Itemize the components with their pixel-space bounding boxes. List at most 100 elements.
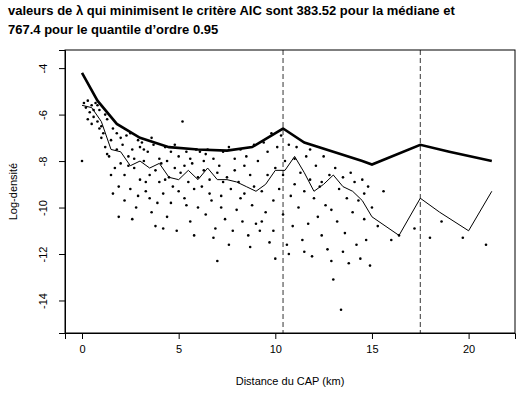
point: [307, 222, 310, 225]
point: [173, 167, 176, 170]
point: [87, 99, 90, 102]
y-axis-title: Log-densité: [7, 163, 19, 221]
point: [218, 164, 221, 167]
point: [231, 229, 234, 232]
point: [251, 204, 254, 207]
point: [154, 169, 157, 172]
point: [274, 167, 277, 170]
point: [183, 197, 186, 200]
point: [106, 118, 109, 121]
point: [166, 160, 169, 163]
point: [143, 148, 146, 151]
y-tick-mark: [59, 115, 65, 116]
point: [357, 199, 360, 202]
point: [326, 248, 329, 251]
point: [189, 220, 192, 223]
point: [233, 157, 236, 160]
point: [320, 181, 323, 184]
point: [202, 160, 205, 163]
point: [288, 143, 291, 146]
point: [83, 102, 86, 105]
point: [485, 243, 488, 246]
point: [179, 171, 182, 174]
point: [185, 204, 188, 207]
point: [266, 174, 269, 177]
quantile-line: [82, 105, 492, 235]
point: [166, 216, 169, 219]
point: [125, 134, 128, 137]
x-tick-label: 20: [463, 343, 475, 355]
point: [170, 150, 173, 153]
point: [336, 220, 339, 223]
point: [309, 178, 312, 181]
x-tick: 5: [176, 333, 182, 355]
point: [123, 174, 126, 177]
point: [371, 206, 374, 209]
point: [81, 160, 84, 163]
point: [376, 225, 379, 228]
x-tick-mark: [82, 333, 83, 339]
point: [212, 157, 215, 160]
point: [181, 120, 184, 123]
point: [90, 123, 93, 126]
point: [332, 278, 335, 281]
point: [193, 188, 196, 191]
point: [144, 190, 147, 193]
point: [131, 218, 134, 221]
point: [141, 141, 144, 144]
x-tick-mark: [469, 333, 470, 339]
point: [278, 188, 281, 191]
point: [334, 167, 337, 170]
point: [260, 190, 263, 193]
point: [121, 143, 124, 146]
x-tick: 0: [79, 333, 85, 355]
point: [353, 181, 356, 184]
point: [156, 202, 159, 205]
point: [286, 243, 289, 246]
point: [291, 225, 294, 228]
point: [245, 155, 248, 158]
point: [322, 155, 325, 158]
point: [193, 234, 196, 237]
y-tick-mark: [59, 300, 65, 301]
point: [94, 102, 97, 105]
point: [106, 153, 109, 156]
point: [175, 229, 178, 232]
point: [228, 243, 231, 246]
x-axis-line: [66, 334, 516, 340]
point: [114, 167, 117, 170]
point: [230, 188, 233, 191]
point: [220, 206, 223, 209]
point: [259, 229, 262, 232]
point: [116, 132, 119, 135]
point: [102, 132, 105, 135]
reference-line: [283, 50, 284, 333]
point: [88, 111, 91, 114]
point: [280, 134, 283, 137]
point: [98, 127, 101, 130]
point: [243, 192, 246, 195]
point: [289, 195, 292, 198]
point: [324, 204, 327, 207]
point: [363, 192, 366, 195]
y-tick-mark: [59, 208, 65, 209]
point: [212, 236, 215, 239]
chart-svg: valeurs de λ qui minimisent le critère A…: [0, 0, 529, 407]
point: [224, 218, 227, 221]
point: [266, 150, 269, 153]
point: [359, 257, 362, 260]
point: [158, 181, 161, 184]
x-tick: 20: [463, 333, 475, 355]
point: [108, 155, 111, 158]
point: [282, 174, 285, 177]
y-tick-mark: [59, 254, 65, 255]
x-axis-title: Distance du CAP (km): [236, 375, 345, 387]
point: [117, 185, 120, 188]
point: [112, 127, 115, 130]
point: [127, 155, 130, 158]
point: [413, 227, 416, 230]
point: [390, 239, 393, 242]
point: [96, 104, 99, 107]
point: [330, 260, 333, 263]
point: [226, 176, 229, 179]
